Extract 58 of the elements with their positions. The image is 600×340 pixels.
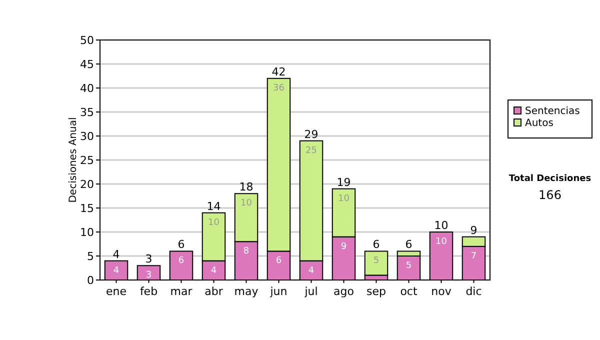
- total-label: 19: [336, 176, 351, 189]
- data-label: 8: [243, 246, 250, 257]
- data-label: 4: [308, 266, 314, 276]
- total-label: 6: [372, 238, 380, 252]
- text: Total Decisiones: [508, 174, 592, 184]
- data-label: 7: [470, 251, 477, 262]
- total-label: 6: [178, 238, 185, 252]
- legend-label: Autos: [525, 118, 554, 129]
- x-tick-label: ene: [106, 285, 127, 298]
- x-tick-label: sep: [366, 285, 386, 298]
- y-tick-label: 40: [80, 82, 94, 95]
- data-label: 3: [146, 270, 152, 281]
- data-label: 10: [208, 218, 220, 228]
- total-label: 42: [272, 65, 286, 78]
- x-tick-label: jun: [269, 285, 288, 298]
- total-label: 4: [112, 248, 120, 261]
- data-label: 10: [436, 237, 448, 247]
- total-label: 14: [206, 200, 221, 213]
- data-label: 9: [340, 242, 347, 252]
- total-label: 29: [304, 128, 318, 141]
- data-label: 10: [240, 198, 252, 209]
- total-label: 10: [434, 219, 448, 232]
- y-tick-label: 5: [87, 250, 94, 263]
- data-label: 6: [178, 256, 184, 266]
- x-tick-label: ago: [334, 285, 354, 298]
- data-label: 25: [306, 146, 317, 156]
- x-tick-label: abr: [204, 285, 224, 298]
- data-label: 6: [276, 256, 282, 266]
- total-label: 18: [239, 180, 254, 194]
- y-tick-label: 15: [80, 202, 94, 215]
- data-label: 10: [338, 194, 350, 204]
- data-label: 5: [373, 256, 380, 266]
- bar: [364, 250, 388, 276]
- text: 166: [538, 188, 562, 202]
- x-tick-label: may: [234, 285, 259, 298]
- x-tick-label: oct: [400, 285, 418, 298]
- y-tick-label: 25: [80, 154, 94, 167]
- total-label: 6: [405, 238, 412, 252]
- data-label: 4: [210, 266, 217, 276]
- x-tick-label: nov: [431, 285, 452, 298]
- legend-label: Sentencias: [525, 106, 580, 117]
- data-label: 5: [406, 261, 412, 271]
- y-tick-label: 45: [80, 58, 94, 71]
- y-tick-label: 30: [80, 130, 94, 143]
- total-label: 9: [470, 224, 478, 237]
- data-label: 4: [113, 266, 120, 276]
- total-label: 3: [145, 252, 152, 266]
- x-tick-label: feb: [140, 285, 158, 298]
- data-label: 36: [273, 83, 285, 94]
- x-tick-label: jul: [304, 285, 318, 298]
- x-tick-label: dic: [466, 285, 482, 298]
- y-tick-label: 10: [80, 226, 94, 239]
- y-tick-label: 20: [80, 178, 94, 191]
- y-tick-label: 0: [87, 274, 94, 287]
- x-tick-label: mar: [170, 285, 193, 298]
- y-axis-title: Decisiones Anual: [68, 117, 79, 203]
- y-tick-label: 50: [80, 34, 94, 47]
- y-tick-label: 35: [80, 106, 94, 119]
